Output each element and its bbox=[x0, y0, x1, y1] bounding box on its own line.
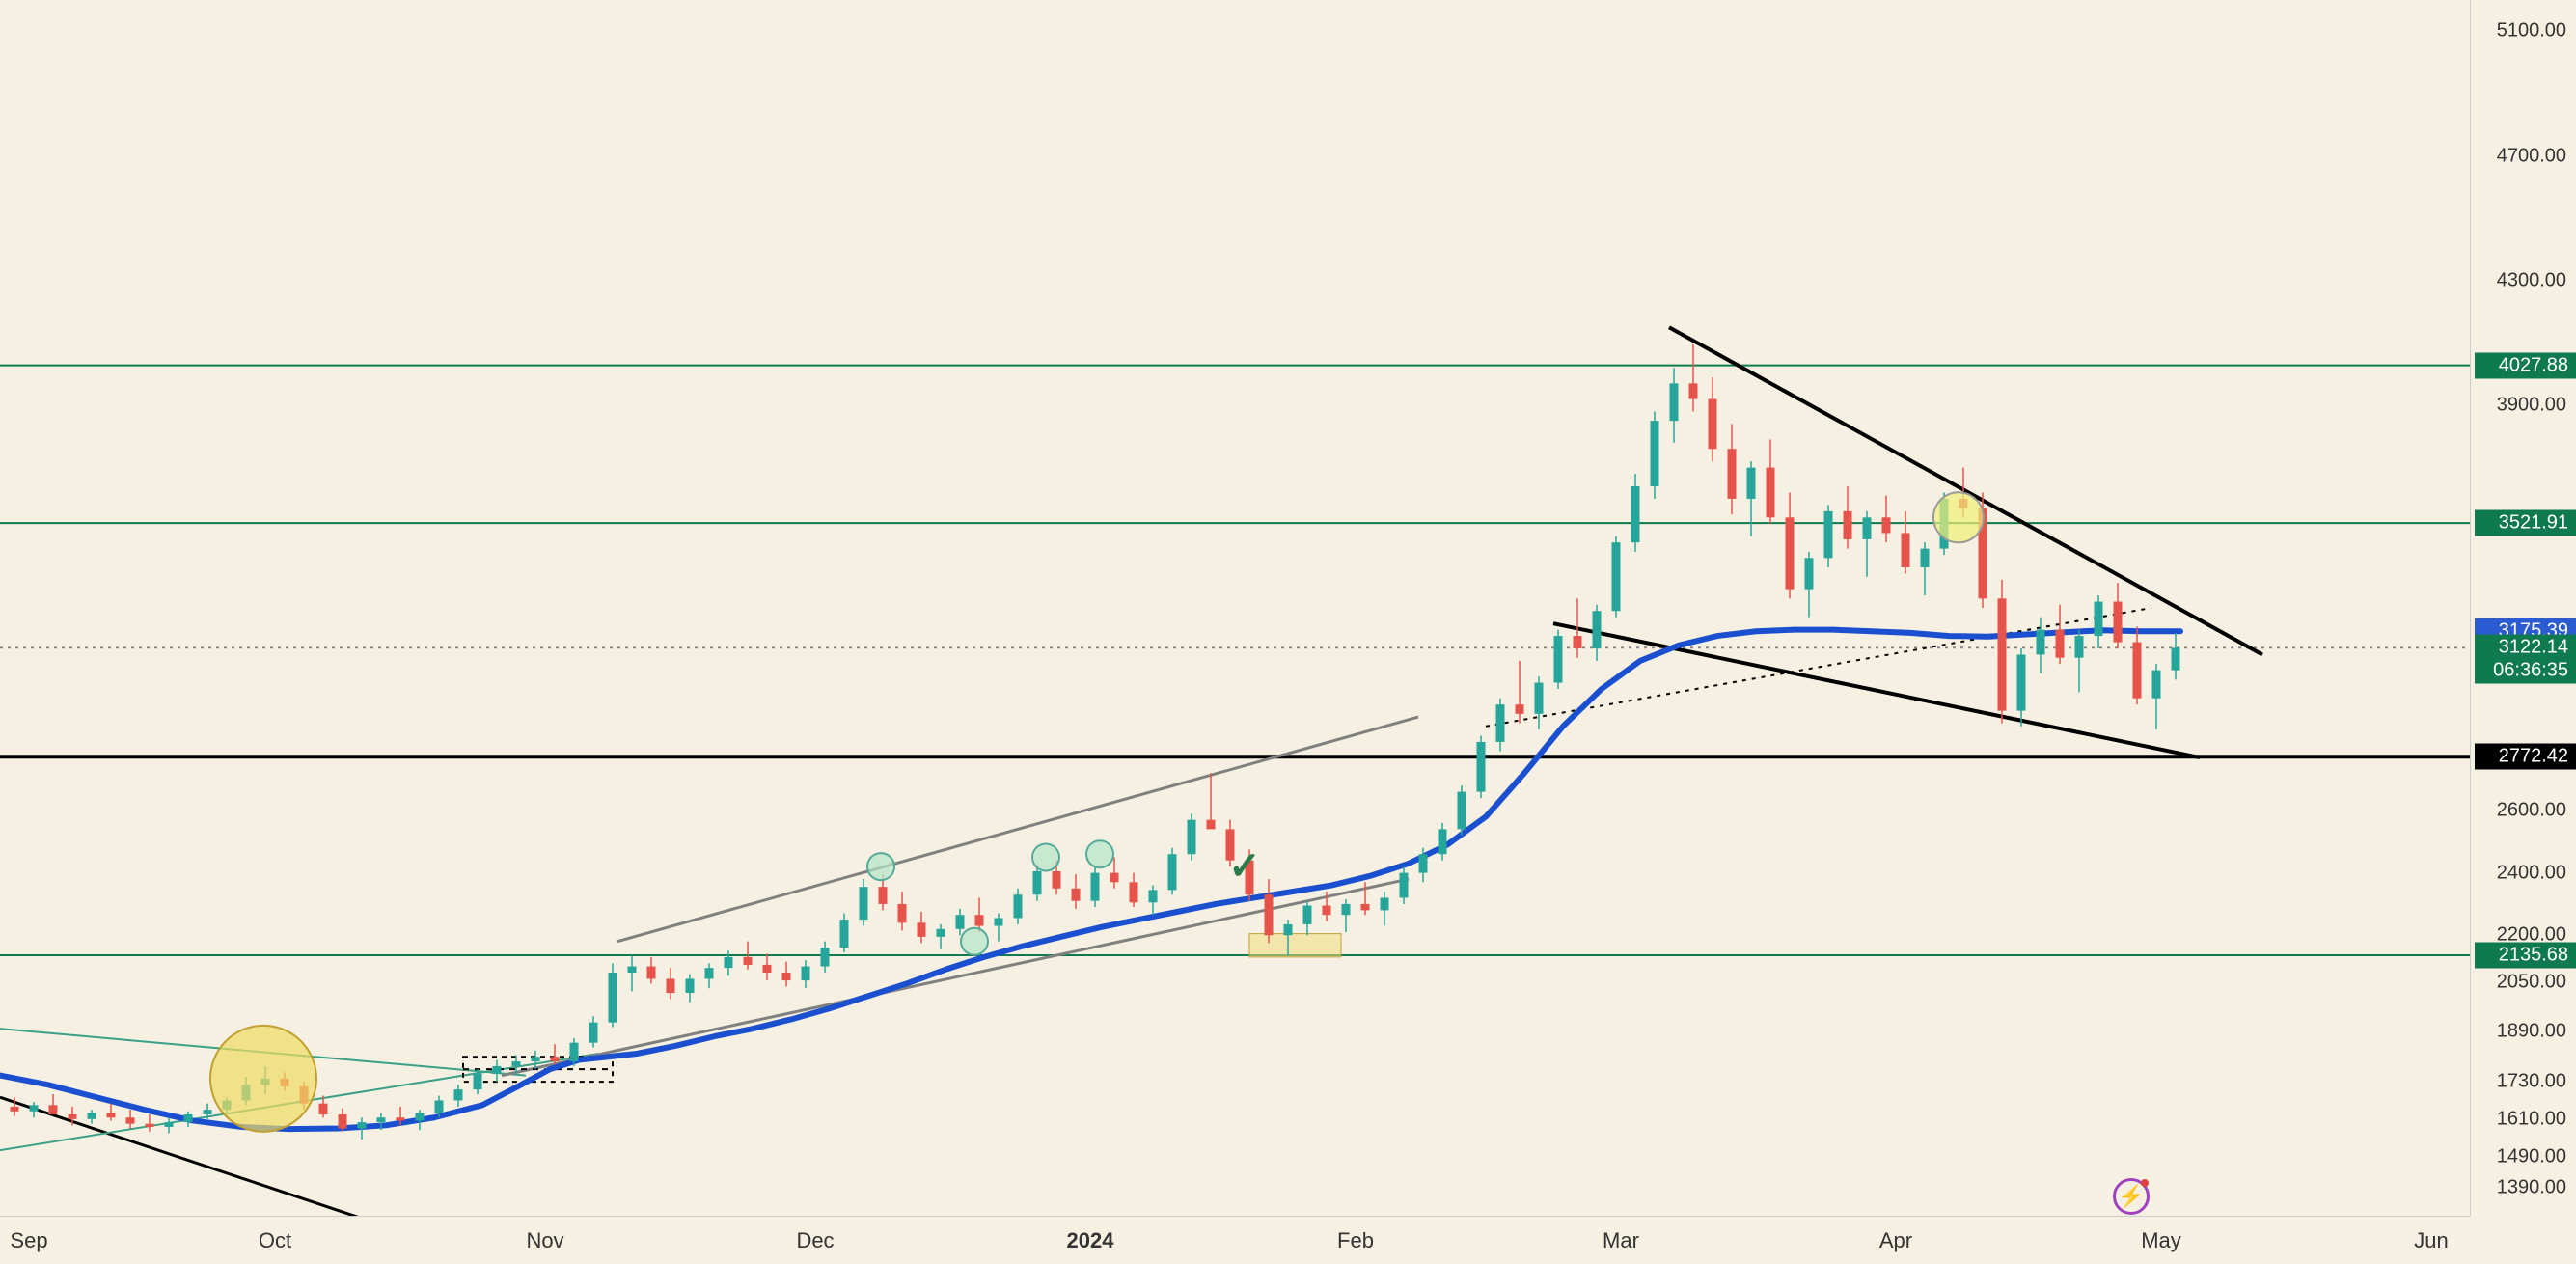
x-tick-label: Dec bbox=[796, 1228, 834, 1253]
chart-area[interactable]: ✓ bbox=[0, 0, 2470, 1216]
time-axis[interactable]: Sep Oct Nov Dec 2024 Feb Mar Apr May Jun bbox=[0, 1216, 2470, 1264]
y-tick-label: 2050.00 bbox=[2497, 971, 2566, 993]
x-tick-label: Feb bbox=[1337, 1228, 1374, 1253]
y-tick-label: 1610.00 bbox=[2497, 1108, 2566, 1130]
chart-svg bbox=[0, 0, 2470, 1216]
price-tag: 06:36:35 bbox=[2475, 657, 2576, 683]
price-tag: 4027.88 bbox=[2475, 352, 2576, 378]
x-tick-label: Nov bbox=[526, 1228, 563, 1253]
x-tick-label: May bbox=[2141, 1228, 2181, 1253]
lightning-icon[interactable]: ⚡ bbox=[2113, 1178, 2150, 1215]
y-tick-label: 1490.00 bbox=[2497, 1145, 2566, 1168]
checkmark-icon: ✓ bbox=[1228, 844, 1261, 889]
price-tag: 3521.91 bbox=[2475, 510, 2576, 536]
y-tick-label: 1390.00 bbox=[2497, 1176, 2566, 1198]
y-tick-label: 4700.00 bbox=[2497, 145, 2566, 167]
y-tick-label: 4300.00 bbox=[2497, 269, 2566, 291]
x-tick-label: Jun bbox=[2414, 1228, 2448, 1253]
x-tick-label: Sep bbox=[10, 1228, 47, 1253]
y-tick-label: 3900.00 bbox=[2497, 395, 2566, 417]
y-tick-label: 1730.00 bbox=[2497, 1071, 2566, 1093]
price-tag: 2135.68 bbox=[2475, 943, 2576, 969]
x-tick-label: 2024 bbox=[1067, 1228, 1114, 1253]
x-tick-label: Oct bbox=[259, 1228, 291, 1253]
price-tag: 2772.42 bbox=[2475, 744, 2576, 770]
y-tick-label: 1890.00 bbox=[2497, 1021, 2566, 1043]
x-tick-label: Apr bbox=[1879, 1228, 1912, 1253]
price-axis[interactable]: 5100.00 4700.00 4300.00 3900.00 2600.00 2400.… bbox=[2470, 0, 2576, 1216]
y-tick-label: 5100.00 bbox=[2497, 20, 2566, 42]
x-tick-label: Mar bbox=[1603, 1228, 1639, 1253]
y-tick-label: 2400.00 bbox=[2497, 862, 2566, 884]
y-tick-label: 2600.00 bbox=[2497, 800, 2566, 822]
